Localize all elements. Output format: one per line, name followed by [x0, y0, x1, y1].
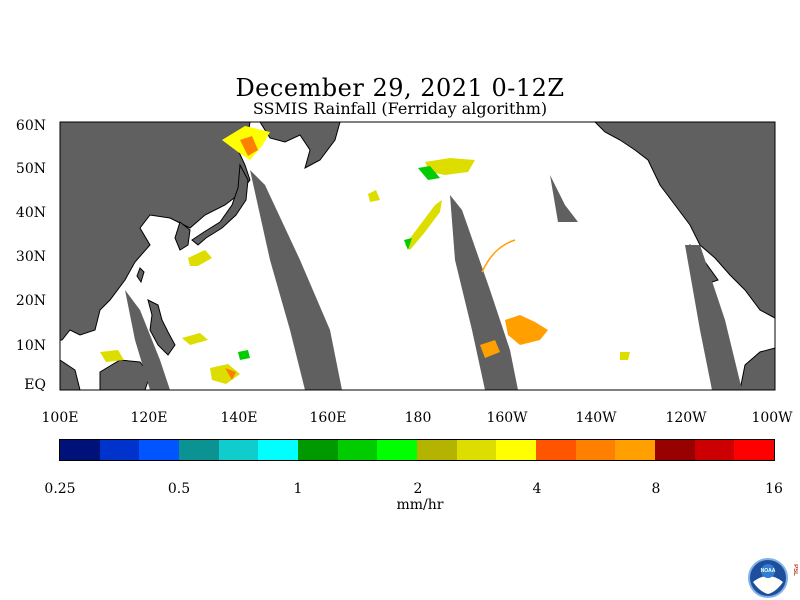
map-subtitle: SSMIS Rainfall (Ferriday algorithm)	[252, 99, 548, 118]
rain-patch-marshall	[100, 350, 124, 362]
map-title: December 29, 2021 0-12Z	[235, 74, 565, 102]
rain-patch-philippine-sea	[182, 333, 208, 345]
color-swatch-2	[139, 440, 180, 460]
rain-patch-hawaii	[505, 315, 548, 345]
rain-patch-dateline	[368, 190, 380, 202]
lon-label-100e: 100E	[41, 410, 79, 426]
swath-gap-2	[450, 195, 518, 390]
rain-patch-south-hawaii	[620, 352, 630, 360]
rainfall-patches	[100, 126, 630, 384]
swath-gap-1	[250, 170, 342, 390]
map-border	[59, 121, 776, 391]
lat-label-60n: 60N	[15, 118, 46, 134]
lon-label-160e: 160E	[309, 410, 347, 426]
color-swatch-15	[655, 440, 695, 460]
land-sumatra	[60, 359, 81, 390]
rain-patch-aleutian-green	[418, 166, 440, 180]
scale-label-8: 8	[651, 481, 661, 497]
land-korea	[174, 221, 191, 251]
color-scale-bar	[59, 439, 775, 461]
lat-label-10n: 10N	[15, 338, 46, 354]
swath-gap-4	[685, 245, 742, 390]
land-taiwan	[136, 267, 145, 284]
lon-label-160w: 160W	[486, 410, 528, 426]
lon-label-120w: 120W	[665, 410, 707, 426]
color-swatch-8	[377, 440, 418, 460]
land-japan	[191, 163, 249, 246]
lon-label-120e: 120E	[130, 410, 168, 426]
lon-label-180: 180	[404, 410, 432, 426]
scale-label-0-25: 0.25	[44, 481, 76, 497]
rain-patch-aleutian	[425, 158, 475, 175]
logo-side-text: PSL	[792, 564, 798, 576]
land-asia	[60, 122, 251, 341]
lat-label-30n: 30N	[15, 249, 46, 265]
lon-label-140e: 140E	[220, 410, 258, 426]
color-swatch-11	[496, 440, 537, 460]
color-swatch-6	[298, 440, 338, 460]
lon-label-140w: 140W	[575, 410, 617, 426]
color-swatch-3	[179, 440, 219, 460]
rain-patch-west-pacific-2	[225, 368, 236, 380]
scale-label-2: 2	[413, 481, 423, 497]
color-swatch-1	[99, 440, 140, 460]
lat-label-40n: 40N	[15, 205, 46, 221]
color-swatch-0	[60, 440, 100, 460]
rain-patch-hawaii-2	[480, 340, 500, 358]
lat-label-20n: 20N	[15, 293, 46, 309]
units-label: mm/hr	[396, 497, 444, 513]
rain-patch-arc	[481, 239, 516, 273]
color-swatch-5	[258, 440, 299, 460]
rainfall-map	[59, 121, 776, 391]
color-swatch-16	[694, 440, 735, 460]
color-swatch-7	[337, 440, 378, 460]
color-swatch-12	[536, 440, 576, 460]
swath-gap-3	[550, 175, 578, 222]
rain-patch-band-green	[404, 238, 412, 250]
lat-label-50n: 50N	[15, 161, 46, 177]
color-swatch-4	[218, 440, 259, 460]
logo-name: NOAA	[761, 568, 776, 574]
noaa-logo: NOAA PSL	[748, 558, 798, 598]
rain-patch-japan-south	[188, 250, 212, 266]
color-swatch-13	[575, 440, 616, 460]
scale-label-1: 1	[293, 481, 303, 497]
land-kamchatka	[259, 122, 341, 169]
color-swatch-9	[417, 440, 457, 460]
swath-gap-5	[125, 290, 170, 390]
rain-patch-equator	[238, 350, 250, 360]
rain-patch-band	[405, 200, 442, 250]
land-philippines	[147, 299, 176, 356]
color-swatch-14	[615, 440, 656, 460]
land-north-america	[594, 122, 775, 319]
scale-label-4: 4	[532, 481, 542, 497]
color-swatch-17	[734, 440, 775, 460]
rain-patch-okhotsk-core	[240, 136, 258, 156]
scale-label-0-5: 0.5	[167, 481, 191, 497]
lat-label-eq: EQ	[24, 377, 46, 393]
color-swatch-10	[456, 440, 497, 460]
scale-label-16: 16	[765, 481, 783, 497]
lon-label-100w: 100W	[751, 410, 793, 426]
